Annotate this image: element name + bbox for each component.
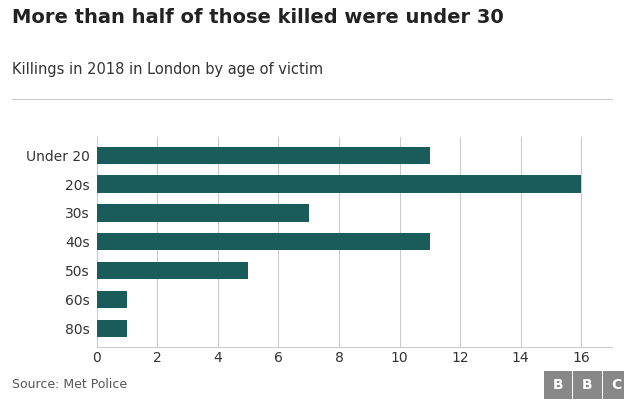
Bar xyxy=(97,204,309,222)
Bar xyxy=(97,233,430,250)
Bar xyxy=(97,147,430,164)
Text: Killings in 2018 in London by age of victim: Killings in 2018 in London by age of vic… xyxy=(12,62,324,77)
Bar xyxy=(97,175,581,193)
Bar xyxy=(97,262,248,279)
Bar xyxy=(97,291,127,308)
Bar xyxy=(97,320,127,337)
Text: Source: Met Police: Source: Met Police xyxy=(12,378,127,391)
Text: C: C xyxy=(612,378,622,392)
Text: B: B xyxy=(582,378,593,392)
Text: B: B xyxy=(553,378,563,392)
Text: More than half of those killed were under 30: More than half of those killed were unde… xyxy=(12,8,504,27)
